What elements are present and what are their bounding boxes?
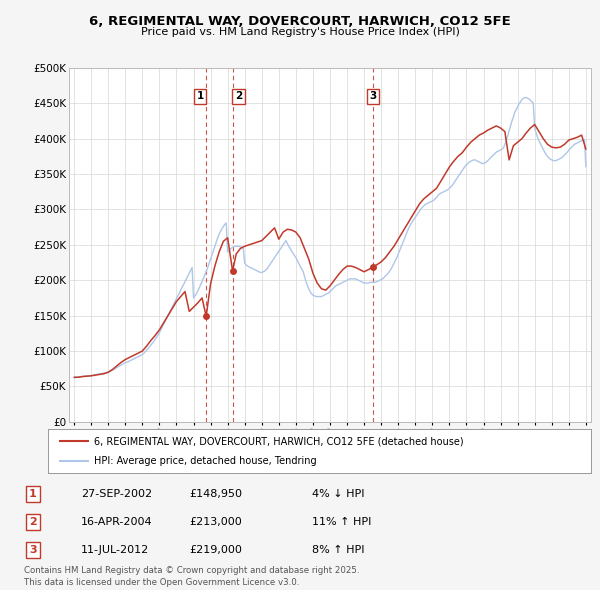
Text: 3: 3 <box>29 545 37 555</box>
Text: 11-JUL-2012: 11-JUL-2012 <box>81 545 149 555</box>
Text: 6, REGIMENTAL WAY, DOVERCOURT, HARWICH, CO12 5FE: 6, REGIMENTAL WAY, DOVERCOURT, HARWICH, … <box>89 15 511 28</box>
Text: HPI: Average price, detached house, Tendring: HPI: Average price, detached house, Tend… <box>94 456 317 466</box>
Text: 8% ↑ HPI: 8% ↑ HPI <box>312 545 365 555</box>
Text: 2: 2 <box>235 91 242 101</box>
Text: £219,000: £219,000 <box>189 545 242 555</box>
Text: 2: 2 <box>29 517 37 527</box>
Text: Contains HM Land Registry data © Crown copyright and database right 2025.
This d: Contains HM Land Registry data © Crown c… <box>24 566 359 587</box>
Text: 4% ↓ HPI: 4% ↓ HPI <box>312 489 365 499</box>
Text: 27-SEP-2002: 27-SEP-2002 <box>81 489 152 499</box>
Text: £148,950: £148,950 <box>189 489 242 499</box>
Text: Price paid vs. HM Land Registry's House Price Index (HPI): Price paid vs. HM Land Registry's House … <box>140 27 460 37</box>
Text: 1: 1 <box>29 489 37 499</box>
Text: 1: 1 <box>197 91 204 101</box>
Text: 11% ↑ HPI: 11% ↑ HPI <box>312 517 371 527</box>
Text: £213,000: £213,000 <box>189 517 242 527</box>
Text: 3: 3 <box>370 91 377 101</box>
Text: 6, REGIMENTAL WAY, DOVERCOURT, HARWICH, CO12 5FE (detached house): 6, REGIMENTAL WAY, DOVERCOURT, HARWICH, … <box>94 437 464 446</box>
Text: 16-APR-2004: 16-APR-2004 <box>81 517 152 527</box>
